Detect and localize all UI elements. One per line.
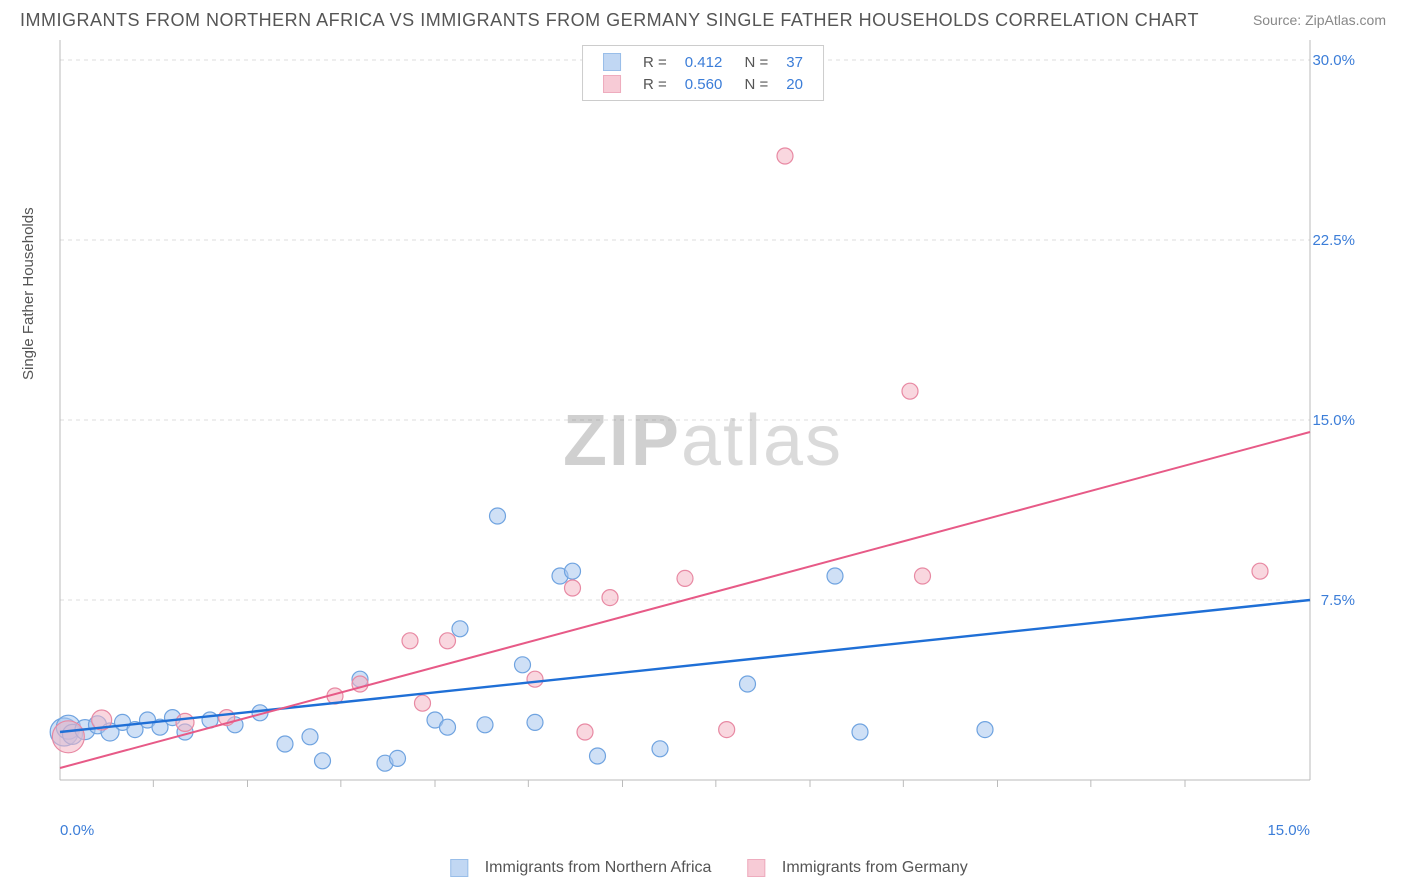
svg-text:22.5%: 22.5% <box>1312 232 1355 249</box>
scatter-chart: 7.5% 15.0% 22.5% 30.0% 0.0% 15.0% <box>0 0 1406 892</box>
svg-text:30.0%: 30.0% <box>1312 52 1355 69</box>
svg-text:7.5%: 7.5% <box>1321 592 1355 609</box>
svg-text:0.0%: 0.0% <box>60 822 94 839</box>
legend-stats: R =0.412 N =37R =0.560 N =20 <box>582 45 824 101</box>
svg-text:15.0%: 15.0% <box>1312 412 1355 429</box>
svg-text:15.0%: 15.0% <box>1267 822 1310 839</box>
legend-series: Immigrants from Northern Africa Immigran… <box>426 859 979 877</box>
